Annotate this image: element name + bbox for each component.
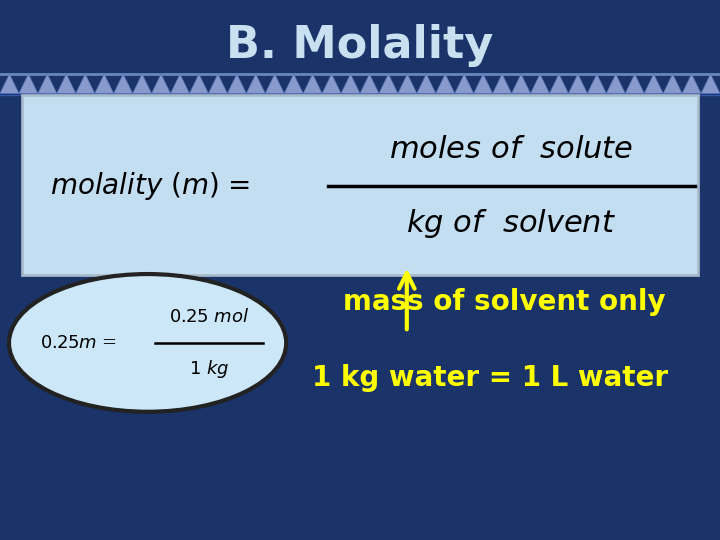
Polygon shape: [644, 74, 663, 93]
Polygon shape: [76, 74, 95, 93]
Polygon shape: [132, 74, 152, 93]
Polygon shape: [341, 74, 360, 93]
Polygon shape: [265, 74, 284, 93]
Polygon shape: [663, 74, 682, 93]
Polygon shape: [455, 74, 474, 93]
Text: $\mathit{0.25\ mol}$: $\mathit{0.25\ mol}$: [168, 308, 249, 326]
Text: $\mathit{0.25m}$ =: $\mathit{0.25m}$ =: [40, 334, 116, 352]
Polygon shape: [228, 74, 246, 93]
Polygon shape: [0, 74, 19, 93]
Text: $\mathit{kg\ of\ \ solvent}$: $\mathit{kg\ of\ \ solvent}$: [406, 206, 616, 240]
Polygon shape: [38, 74, 57, 93]
Text: $\mathit{moles\ of\ \ solute}$: $\mathit{moles\ of\ \ solute}$: [389, 134, 634, 165]
Polygon shape: [701, 74, 720, 93]
Polygon shape: [436, 74, 455, 93]
Polygon shape: [303, 74, 322, 93]
Text: mass of solvent only: mass of solvent only: [343, 288, 665, 316]
Polygon shape: [19, 74, 38, 93]
Polygon shape: [379, 74, 398, 93]
Polygon shape: [568, 74, 588, 93]
Polygon shape: [492, 74, 512, 93]
Polygon shape: [474, 74, 492, 93]
Polygon shape: [322, 74, 341, 93]
Polygon shape: [417, 74, 436, 93]
Text: $\mathit{molality\ (m)}$ =: $\mathit{molality\ (m)}$ =: [50, 170, 251, 202]
Polygon shape: [114, 74, 132, 93]
Ellipse shape: [9, 274, 287, 411]
Text: B. Molality: B. Molality: [226, 24, 494, 68]
Polygon shape: [531, 74, 549, 93]
Polygon shape: [588, 74, 606, 93]
Polygon shape: [246, 74, 265, 93]
Polygon shape: [606, 74, 625, 93]
Polygon shape: [95, 74, 114, 93]
Polygon shape: [360, 74, 379, 93]
Polygon shape: [682, 74, 701, 93]
Polygon shape: [208, 74, 228, 93]
Text: 1 kg water = 1 L water: 1 kg water = 1 L water: [312, 364, 667, 392]
Polygon shape: [398, 74, 417, 93]
Polygon shape: [171, 74, 189, 93]
Polygon shape: [57, 74, 76, 93]
Polygon shape: [549, 74, 568, 93]
Polygon shape: [152, 74, 171, 93]
Polygon shape: [625, 74, 644, 93]
Polygon shape: [512, 74, 531, 93]
Polygon shape: [284, 74, 303, 93]
FancyBboxPatch shape: [22, 94, 698, 275]
Text: $\mathit{1\ kg}$: $\mathit{1\ kg}$: [189, 358, 229, 380]
Polygon shape: [189, 74, 208, 93]
